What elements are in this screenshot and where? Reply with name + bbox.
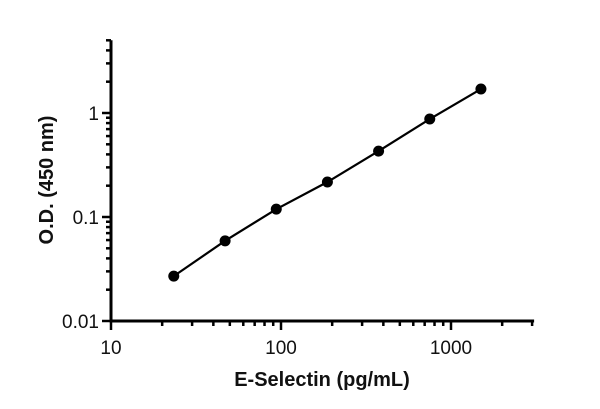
y-axis-title: O.D. (450 nm) xyxy=(36,116,58,245)
x-tick-label: 10 xyxy=(100,338,121,359)
data-point xyxy=(219,235,231,247)
data-point xyxy=(475,83,487,95)
data-point xyxy=(373,145,385,157)
data-point xyxy=(168,270,180,282)
axes xyxy=(102,40,535,330)
data-point xyxy=(321,176,333,188)
y-tick-label: 0.1 xyxy=(73,208,99,229)
x-axis-title: E-Selectin (pg/mL) xyxy=(234,369,410,391)
y-tick-label: 0.01 xyxy=(62,312,99,333)
data-series xyxy=(168,83,487,282)
data-point xyxy=(270,203,282,215)
minor-ticks xyxy=(106,39,534,326)
tick-labels: 10 100 1000 0.01 0.1 1 xyxy=(62,104,472,359)
data-point xyxy=(424,113,436,125)
y-tick-label: 1 xyxy=(88,104,99,125)
x-tick-label: 1000 xyxy=(430,338,472,359)
x-tick-label: 100 xyxy=(265,338,297,359)
